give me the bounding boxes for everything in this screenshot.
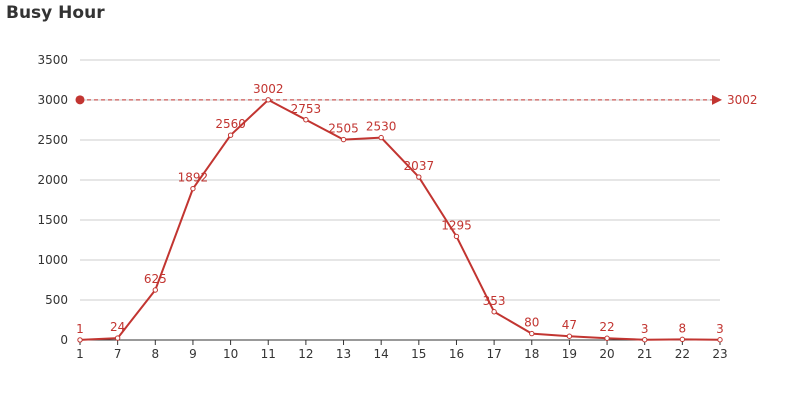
- grid-lines: [80, 59, 720, 301]
- data-point: [114, 335, 121, 341]
- series-line-path: [79, 98, 721, 341]
- data-point: [491, 309, 497, 315]
- data-labels: 1 24 625 1892 2560 3002 2753 2505 2530 2037 1295 35…: [76, 82, 724, 336]
- data-label: 3: [716, 322, 724, 336]
- data-point: [190, 185, 196, 192]
- x-tick-label: 14: [374, 347, 389, 361]
- data-label: 47: [562, 318, 577, 332]
- data-point: [453, 233, 460, 240]
- data-point: [265, 97, 271, 103]
- y-tick-label: 0: [60, 333, 68, 347]
- data-label: 22: [599, 320, 614, 334]
- mark-line-arrow: [712, 94, 722, 105]
- x-tick-label: 21: [637, 347, 652, 361]
- y-tick-label: 500: [45, 293, 68, 307]
- data-label: 2505: [328, 122, 359, 136]
- x-tick-label: 10: [223, 347, 238, 361]
- data-point: [416, 174, 422, 180]
- mark-line: 3002: [75, 93, 758, 107]
- data-label: 8: [679, 321, 687, 335]
- data-point: [529, 330, 535, 337]
- data-label: 2530: [366, 120, 397, 134]
- y-axis: 0 500 1000 1500 2000 2500 3000 3500: [37, 53, 68, 347]
- data-label: 353: [483, 294, 506, 308]
- data-point: [152, 287, 158, 293]
- data-label: 1295: [441, 218, 472, 232]
- mark-line-label: 3002: [727, 93, 758, 107]
- x-tick-label: 12: [298, 347, 313, 361]
- data-point: [566, 333, 573, 339]
- series-line: [79, 98, 721, 341]
- data-point: [717, 337, 723, 343]
- x-axis: 1 7 8 9 10 11 12 13 14 15 16 17 18 19 20 21 22 23: [76, 339, 728, 361]
- x-tick-label: 17: [486, 347, 501, 361]
- data-label: 625: [144, 272, 167, 286]
- x-tick-label: 15: [411, 347, 426, 361]
- x-tick-label: 11: [261, 347, 276, 361]
- mark-line-start-dot: [75, 95, 85, 105]
- data-point: [679, 336, 686, 343]
- data-points: [77, 97, 723, 343]
- data-point: [378, 134, 384, 141]
- data-label: 80: [524, 316, 539, 330]
- y-tick-label: 2000: [37, 173, 68, 187]
- x-tick-label: 8: [151, 347, 159, 361]
- x-tick-label: 22: [675, 347, 690, 361]
- data-point: [303, 117, 309, 123]
- y-tick-label: 3000: [37, 93, 68, 107]
- x-tick-label: 19: [562, 347, 577, 361]
- x-tick-label: 1: [76, 347, 84, 361]
- x-tick-label: 7: [114, 347, 122, 361]
- data-label: 1892: [178, 171, 209, 185]
- data-label: 24: [110, 320, 125, 334]
- x-tick-label: 18: [524, 347, 539, 361]
- data-label: 2037: [404, 159, 435, 173]
- data-label: 3: [641, 322, 649, 336]
- data-label: 3002: [253, 82, 284, 96]
- x-tick-label: 9: [189, 347, 197, 361]
- data-point: [642, 337, 648, 343]
- x-tick-label: 13: [336, 347, 351, 361]
- data-point: [604, 335, 610, 341]
- y-tick-label: 3500: [37, 53, 68, 67]
- data-label: 1: [76, 322, 84, 336]
- x-tick-label: 20: [599, 347, 614, 361]
- x-tick-label: 23: [712, 347, 727, 361]
- data-label: 2560: [215, 117, 246, 131]
- data-label: 2753: [291, 102, 322, 116]
- x-tick-label: 16: [449, 347, 464, 361]
- chart-title: Busy Hour: [6, 3, 105, 23]
- y-tick-label: 2500: [37, 133, 68, 147]
- data-point: [227, 132, 234, 138]
- y-tick-label: 1000: [37, 253, 68, 267]
- data-point: [340, 136, 347, 143]
- y-tick-label: 1500: [37, 213, 68, 227]
- data-point: [77, 337, 83, 343]
